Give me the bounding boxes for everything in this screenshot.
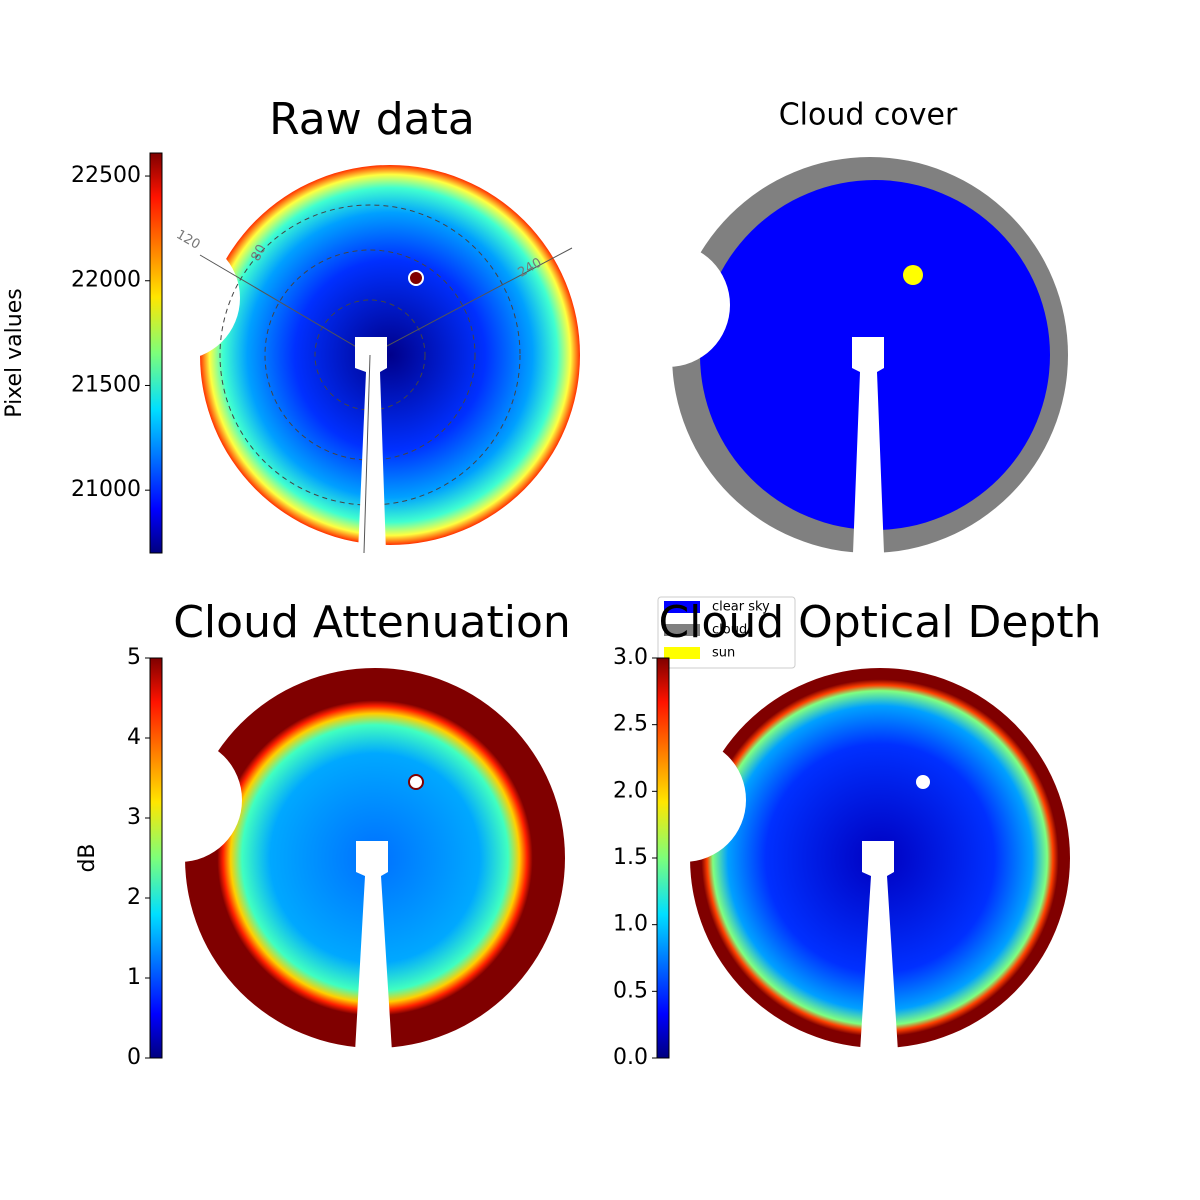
- colorbar-label: dB: [75, 843, 100, 872]
- tick-label: 0.0: [613, 1045, 648, 1070]
- panel-title: Cloud Attenuation: [173, 597, 571, 648]
- colorbar: [149, 657, 163, 1059]
- colorbar-label: Pixel values: [2, 288, 27, 417]
- colorbar: [656, 657, 670, 1059]
- cloud-mask-image: [606, 157, 1068, 553]
- legend-label: cloud: [712, 623, 747, 638]
- tick-label: 2: [127, 885, 141, 910]
- legend-label: sun: [712, 646, 735, 661]
- colorbar: [149, 152, 163, 554]
- tick-label: 1: [127, 965, 141, 990]
- panel-title: Cloud Optical Depth: [658, 597, 1101, 648]
- legend: clear sky cloud sun: [657, 596, 796, 669]
- tick-label: 3: [127, 805, 141, 830]
- tick-label: 21000: [71, 477, 141, 502]
- tick-label: 2.5: [613, 712, 648, 737]
- legend-label: clear sky: [712, 600, 770, 615]
- angle-label: 80: [248, 242, 269, 264]
- tick-label: 5: [127, 645, 141, 670]
- legend-swatch: [664, 601, 700, 613]
- optical-depth-image: [622, 668, 1070, 1052]
- attenuation-image: [118, 668, 565, 1052]
- tick-label: 1.5: [613, 845, 648, 870]
- tick-label: 22000: [71, 268, 141, 293]
- tick-label: 3.0: [613, 645, 648, 670]
- tick-label: 21500: [71, 372, 141, 397]
- panel-title: Cloud cover: [779, 98, 958, 133]
- panel-title: Raw data: [269, 94, 475, 145]
- legend-swatch: [664, 647, 700, 659]
- tick-label: 2.0: [613, 778, 648, 803]
- tick-label: 0.5: [613, 978, 648, 1003]
- tick-label: 1.0: [613, 912, 648, 937]
- sky-image: [116, 165, 580, 554]
- tick-label: 4: [127, 725, 141, 750]
- legend-swatch: [664, 624, 700, 636]
- tick-label: 22500: [71, 163, 141, 188]
- tick-label: 0: [127, 1045, 141, 1070]
